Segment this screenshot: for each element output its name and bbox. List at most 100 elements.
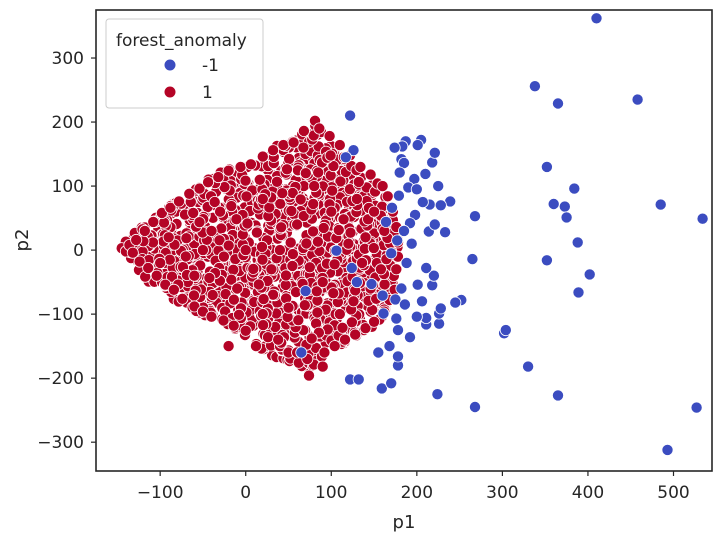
point-anomaly-1 [164,201,177,214]
point-anomaly-1 [311,306,324,319]
point-anomaly-1 [282,301,295,314]
point-anomaly-minus-1 [434,302,447,315]
point-anomaly-1 [219,288,232,301]
point-anomaly-1 [257,293,270,306]
point-anomaly-1 [172,195,185,208]
point-anomaly-minus-1 [392,189,405,202]
point-anomaly-minus-1 [411,278,424,291]
plot-frame [95,9,713,472]
y-tick-label: −200 [37,369,84,389]
point-anomaly-1 [328,258,341,271]
point-anomaly-1 [130,233,143,246]
point-anomaly-1 [333,308,346,321]
point-anomaly-minus-1 [434,199,447,212]
point-anomaly-1 [250,226,263,239]
point-anomaly-1 [270,175,283,188]
point-anomaly-1 [138,224,151,237]
point-anomaly-1 [350,192,363,205]
point-anomaly-1 [349,328,362,341]
point-anomaly-minus-1 [350,276,363,289]
point-anomaly-minus-1 [416,196,429,209]
point-anomaly-minus-1 [400,256,413,269]
point-anomaly-minus-1 [466,253,479,266]
point-anomaly-1 [344,226,357,239]
point-anomaly-minus-1 [428,146,441,159]
point-anomaly-1 [325,205,338,218]
point-anomaly-minus-1 [522,360,535,373]
point-anomaly-1 [297,125,310,138]
point-anomaly-1 [162,231,175,244]
point-anomaly-minus-1 [379,215,392,228]
point-anomaly-1 [338,333,351,346]
point-anomaly-minus-1 [590,12,603,25]
point-anomaly-minus-1 [397,224,410,237]
point-anomaly-1 [316,360,329,373]
point-anomaly-1 [291,218,304,231]
point-anomaly-1 [323,130,336,143]
x-tick-label: 0 [240,483,251,503]
point-anomaly-1 [217,314,230,327]
point-anomaly-1 [328,340,341,353]
point-anomaly-1 [150,269,163,282]
point-anomaly-1 [255,240,268,253]
point-anomaly-1 [202,176,215,189]
point-anomaly-1 [284,236,297,249]
point-anomaly-minus-1 [388,141,401,154]
point-anomaly-minus-1 [468,210,481,223]
point-anomaly-minus-1 [391,324,404,337]
point-anomaly-1 [183,187,196,200]
point-anomaly-minus-1 [375,382,388,395]
point-anomaly-1 [327,287,340,300]
point-anomaly-minus-1 [347,144,360,157]
point-anomaly-1 [193,182,206,195]
point-anomaly-minus-1 [431,388,444,401]
point-anomaly-1 [300,237,313,250]
point-anomaly-minus-1 [568,182,581,195]
point-anomaly-minus-1 [385,201,398,214]
point-anomaly-minus-1 [552,97,565,110]
point-anomaly-1 [253,173,266,186]
y-tick-label: 300 [52,49,84,69]
point-anomaly-minus-1 [433,317,446,330]
point-anomaly-minus-1 [365,277,378,290]
point-anomaly-1 [307,197,320,210]
point-anomaly-1 [390,263,403,276]
point-anomaly-minus-1 [330,244,343,257]
point-anomaly-1 [212,171,225,184]
point-anomaly-minus-1 [393,166,406,179]
point-anomaly-minus-1 [468,400,481,413]
point-anomaly-1 [244,158,257,171]
point-anomaly-1 [217,250,230,263]
x-tick-label: 500 [657,483,689,503]
point-anomaly-1 [308,180,321,193]
x-axis-label: p1 [393,512,416,533]
point-anomaly-1 [336,321,349,334]
point-anomaly-1 [256,192,269,205]
point-anomaly-1 [347,295,360,308]
point-anomaly-minus-1 [398,298,411,311]
point-anomaly-1 [285,204,298,217]
point-anomaly-1 [312,166,325,179]
point-anomaly-1 [280,163,293,176]
point-anomaly-1 [187,289,200,302]
point-anomaly-minus-1 [560,211,573,224]
point-anomaly-minus-1 [547,197,560,210]
y-tick-label: 0 [73,241,84,261]
legend-label-1: 1 [202,83,213,103]
point-anomaly-1 [214,205,227,218]
legend-marker-minus-1 [163,58,177,72]
point-anomaly-1 [359,322,372,335]
point-anomaly-1 [364,168,377,181]
point-anomaly-1 [277,139,290,152]
point-anomaly-1 [292,314,305,327]
point-anomaly-1 [165,270,178,283]
point-anomaly-1 [227,293,240,306]
point-anomaly-minus-1 [540,160,553,173]
point-anomaly-1 [286,259,299,272]
point-anomaly-minus-1 [415,295,428,308]
point-anomaly-1 [230,213,243,226]
point-anomaly-1 [368,315,381,328]
point-anomaly-1 [227,263,240,276]
point-anomaly-1 [299,167,312,180]
